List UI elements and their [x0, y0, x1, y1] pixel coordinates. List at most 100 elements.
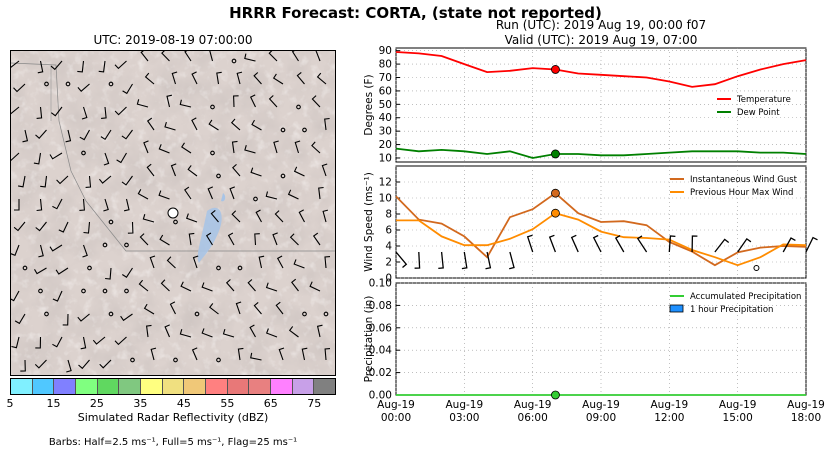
wind-barb [207, 186, 214, 200]
wind-barb [253, 301, 262, 315]
y-tick-label: 4 [385, 241, 392, 253]
x-tick-label-date: Aug-19 [377, 399, 415, 411]
wind-barb [236, 71, 243, 85]
wind-barb [22, 129, 29, 143]
wind-barb [52, 290, 63, 302]
series-line [395, 147, 807, 159]
wind-barb [324, 348, 331, 361]
y-tick-label: 2 [385, 257, 392, 269]
wind-barb [136, 99, 149, 108]
calm-wind-marker [87, 265, 92, 271]
wind-barb [158, 190, 170, 200]
wind-barb [65, 129, 72, 143]
wind-barb [191, 71, 198, 85]
x-tick-label-date: Aug-19 [651, 399, 689, 411]
calm-wind-marker [108, 311, 114, 317]
wind-barb [231, 210, 241, 223]
wind-barb [274, 210, 284, 223]
colorbar-swatch [271, 379, 293, 394]
colorbar-swatch [184, 379, 207, 394]
x-tick-label-time: 09:00 [586, 412, 616, 424]
wind-barb [298, 209, 305, 223]
current-time-marker [551, 390, 560, 400]
wind-barb [254, 233, 260, 246]
wind-barb [62, 313, 69, 326]
wind-barb [78, 359, 90, 370]
y-tick-label: 8 [385, 209, 392, 221]
wind-barb [140, 51, 149, 62]
wind-barb [142, 214, 155, 223]
legend-swatch-bar [669, 304, 684, 313]
wind-barb [315, 51, 321, 62]
wind-barb [316, 72, 327, 85]
wind-barb [288, 326, 299, 338]
wind-barb [231, 140, 238, 154]
wind-barb [188, 232, 195, 246]
y-tick-label: 0.04 [369, 345, 393, 357]
y-tick-label: 40 [379, 112, 392, 124]
wind-barb [250, 167, 262, 177]
legend-entry-label: 1 hour Precipitation [690, 305, 773, 315]
wind-barb [293, 259, 305, 269]
calm-wind-marker [216, 357, 221, 363]
wind-barb [291, 278, 299, 292]
wind-barb [201, 328, 213, 338]
wind-barb [114, 106, 127, 116]
wind-barb [79, 198, 85, 211]
wind-barb [244, 145, 256, 154]
wind-barb [548, 234, 557, 253]
wind-barb [192, 255, 199, 269]
wind-barb [52, 336, 63, 348]
wind-barb [247, 279, 256, 292]
wind-barb [191, 117, 198, 131]
wind-barb [36, 198, 43, 212]
series-line [395, 51, 807, 88]
y-tick-label: 80 [379, 59, 392, 71]
legend: Accumulated Precipitation 1 hour Precipit… [669, 292, 801, 315]
wind-barb [20, 359, 26, 372]
wind-barb [160, 279, 170, 292]
wind-barb [312, 232, 321, 246]
colorbar-swatch [11, 379, 33, 394]
wind-barb [37, 60, 44, 74]
wind-barb [144, 72, 155, 85]
wind-barb [324, 117, 330, 131]
wind-barb [273, 140, 279, 154]
wind-barb [185, 213, 198, 223]
calm-wind-marker [130, 357, 135, 363]
wind-barb [322, 209, 329, 223]
terrain-map-svg [11, 51, 335, 375]
wind-barb [485, 251, 492, 270]
wind-barb [311, 95, 321, 108]
wind-barb [98, 60, 106, 73]
colorbar-swatch [292, 379, 315, 394]
colorbar-swatch [314, 379, 336, 394]
wind-barb [36, 106, 43, 119]
colorbar-tick-label: 15 [46, 397, 61, 410]
wind-barb [265, 191, 278, 200]
wind-barb [222, 328, 235, 338]
y-tick-label: 0.10 [369, 278, 392, 290]
wind-barb [265, 282, 278, 292]
wind-barb [139, 233, 149, 246]
wind-barb [291, 51, 299, 62]
wind-barb [187, 165, 198, 177]
wind-barb [11, 336, 20, 349]
wind-barb [216, 71, 222, 85]
y-tick-label: 90 [379, 45, 392, 57]
wind-barb [114, 60, 127, 70]
colorbar-swatch [162, 379, 185, 394]
colorbar-swatch [97, 379, 120, 394]
wind-barb [127, 221, 134, 234]
wind-barb [180, 281, 192, 292]
wind-barb [81, 106, 88, 120]
wind-barb [179, 99, 192, 108]
wind-barb [276, 255, 284, 269]
wind-barb [316, 324, 323, 338]
wind-barb [191, 347, 198, 361]
wind-barb [11, 152, 20, 162]
calm-wind-marker [124, 242, 129, 248]
current-time-marker [551, 65, 560, 74]
wind-barb [114, 336, 127, 346]
calm-wind-marker [44, 81, 49, 87]
